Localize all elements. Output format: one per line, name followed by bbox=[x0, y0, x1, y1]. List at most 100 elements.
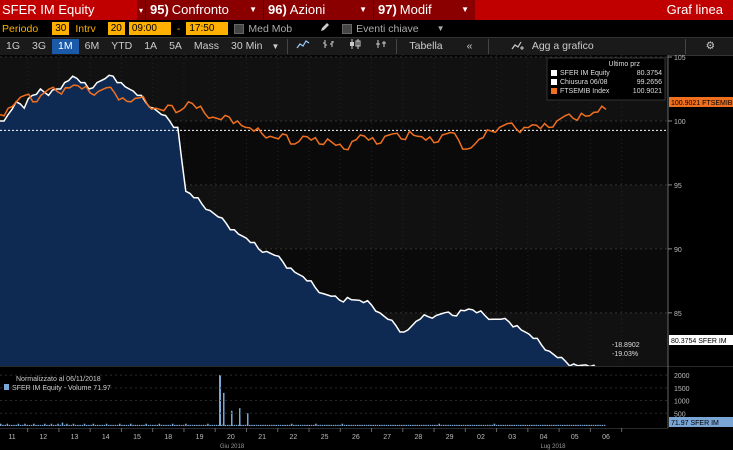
volume-bar bbox=[50, 423, 53, 426]
gear-icon[interactable]: ⚙ bbox=[705, 40, 715, 52]
range-ytd[interactable]: YTD bbox=[111, 40, 133, 52]
legend-name-close: Chiusura 06/08 bbox=[560, 79, 608, 86]
volume-bar bbox=[218, 424, 220, 426]
volume-bar bbox=[405, 424, 408, 426]
volume-bar bbox=[500, 424, 502, 426]
volume-bar bbox=[24, 423, 26, 426]
range-mass[interactable]: Mass bbox=[193, 40, 219, 52]
volume-chart[interactable]: 2000 1500 1000 500 Normalizzato al 06/11/20… bbox=[0, 366, 733, 428]
volume-bar bbox=[35, 424, 37, 426]
price-chart[interactable]: 85 90 95 100 105 Ultimo prz SFER IM Equity 8… bbox=[0, 55, 733, 366]
ticker-input[interactable]: SFER IM Equity bbox=[0, 0, 137, 20]
volume-bar bbox=[17, 423, 20, 426]
interval-select[interactable]: 30 Min ▼ bbox=[225, 39, 285, 54]
volume-bar bbox=[242, 424, 244, 426]
volume-bar bbox=[156, 424, 159, 426]
volume-bar bbox=[396, 424, 399, 426]
volume-bar bbox=[363, 424, 366, 426]
volume-bar bbox=[273, 424, 275, 426]
volume-bar bbox=[37, 424, 40, 426]
volume-bar bbox=[88, 424, 90, 426]
pencil-icon[interactable] bbox=[320, 22, 330, 35]
volume-bar bbox=[425, 424, 427, 426]
volume-bar bbox=[372, 424, 374, 426]
volume-bar bbox=[471, 424, 474, 426]
collapse-icon[interactable]: « bbox=[466, 40, 473, 52]
volume-bar bbox=[167, 424, 170, 426]
hlc-bar-icon[interactable] bbox=[368, 39, 394, 54]
volume-bar bbox=[121, 424, 123, 426]
volume-bar bbox=[249, 424, 251, 426]
volume-bar bbox=[482, 424, 485, 426]
volume-tick-label: 500 bbox=[674, 411, 686, 418]
volume-bar bbox=[220, 424, 222, 426]
table-button[interactable]: Tabella bbox=[409, 40, 443, 52]
volume-bar bbox=[603, 424, 606, 426]
volume-bar bbox=[66, 423, 68, 426]
volume-bar bbox=[376, 424, 379, 426]
volume-bar bbox=[193, 424, 196, 426]
volume-bar bbox=[286, 424, 289, 426]
candlestick-icon[interactable] bbox=[342, 39, 368, 54]
volume-bar bbox=[330, 424, 333, 426]
volume-bar bbox=[279, 424, 282, 426]
start-time-input[interactable]: 09:00 bbox=[128, 22, 171, 35]
add-to-chart-button[interactable]: Agg a grafico bbox=[505, 39, 599, 54]
volume-bar bbox=[99, 424, 101, 426]
med-mob-checkbox[interactable] bbox=[234, 23, 245, 34]
volume-bar bbox=[237, 424, 240, 426]
x-tick-label: 20 bbox=[227, 434, 235, 441]
volume-bar bbox=[473, 424, 476, 426]
azioni-menu[interactable]: 96) Azioni ▼ bbox=[263, 0, 373, 20]
volume-bar bbox=[110, 424, 112, 426]
volume-bar bbox=[13, 424, 15, 426]
range-5a[interactable]: 5A bbox=[169, 40, 182, 52]
volume-bar bbox=[178, 424, 181, 426]
range-1a[interactable]: 1A bbox=[144, 40, 158, 52]
volume-bar bbox=[165, 424, 167, 426]
bar-chart-icon[interactable] bbox=[316, 39, 342, 54]
volume-bar bbox=[526, 424, 529, 426]
volume-bar bbox=[480, 424, 482, 426]
volume-bar bbox=[458, 424, 460, 426]
y-tick-label: 90 bbox=[674, 247, 682, 254]
volume-bar bbox=[317, 424, 319, 426]
confronto-menu[interactable]: 95) Confronto ▼ bbox=[145, 0, 263, 20]
period-input[interactable]: 30 bbox=[52, 22, 70, 35]
volume-bar bbox=[332, 424, 335, 426]
volume-bar bbox=[304, 424, 306, 426]
volume-bar bbox=[522, 424, 524, 426]
volume-bar bbox=[434, 424, 436, 426]
volume-bar bbox=[394, 424, 396, 426]
eventi-checkbox[interactable] bbox=[342, 23, 353, 34]
range-3g[interactable]: 3G bbox=[32, 40, 47, 52]
eventi-dropdown-icon[interactable]: ▼ bbox=[436, 24, 445, 33]
volume-bar bbox=[154, 424, 156, 426]
volume-bar bbox=[213, 424, 216, 426]
ticker-dropdown-icon[interactable]: ▾ bbox=[137, 0, 145, 20]
interval-input[interactable]: 20 bbox=[107, 22, 125, 35]
volume-bar bbox=[407, 424, 410, 426]
change-pct: -19.03% bbox=[612, 351, 638, 358]
x-tick-label: 02 bbox=[477, 434, 485, 441]
volume-bar bbox=[239, 408, 241, 426]
volume-bar bbox=[275, 424, 277, 426]
volume-bar bbox=[449, 424, 452, 426]
volume-bar bbox=[594, 424, 597, 426]
volume-bar bbox=[588, 424, 590, 426]
period-bar: Periodo 30 Intrv 20 09:00 - 17:50 Med Mo… bbox=[0, 20, 733, 37]
range-6m[interactable]: 6M bbox=[84, 40, 100, 52]
volume-bar bbox=[568, 424, 571, 426]
volume-bar bbox=[561, 424, 564, 426]
volume-bar bbox=[0, 423, 2, 426]
range-1g[interactable]: 1G bbox=[6, 40, 21, 52]
modif-menu[interactable]: 97) Modif ▼ bbox=[373, 0, 475, 20]
volume-bar bbox=[339, 424, 341, 426]
line-chart-icon[interactable] bbox=[290, 39, 316, 54]
range-1m[interactable]: 1M bbox=[52, 39, 79, 54]
volume-bar bbox=[215, 424, 218, 426]
volume-bar bbox=[423, 424, 425, 426]
end-time-input[interactable]: 17:50 bbox=[186, 22, 229, 35]
sfer-price-tag-text: 80.3754 SFER IM bbox=[671, 338, 727, 345]
x-tick-label: 11 bbox=[8, 434, 15, 441]
